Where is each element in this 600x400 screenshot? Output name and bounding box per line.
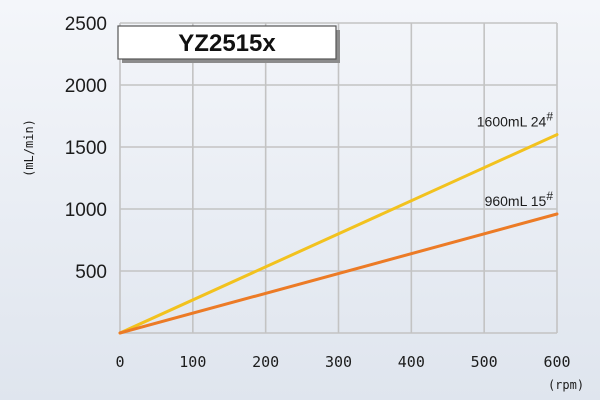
x-tick-label: 400 <box>398 353 425 371</box>
x-tick-label: 200 <box>252 353 279 371</box>
series-line <box>118 212 559 335</box>
series-label-text: 960mL 15 <box>485 193 547 209</box>
chart-title: YZ2515x <box>178 30 276 57</box>
x-tick-label: 100 <box>179 353 206 371</box>
y-tick-label: 2000 <box>65 76 107 97</box>
x-tick-label: 600 <box>543 353 570 371</box>
y-tick-label: 1500 <box>65 138 107 159</box>
y-tick-label: 1000 <box>65 200 107 221</box>
y-tick-label: 2500 <box>65 14 107 35</box>
series-label-text: 1600mL 24 <box>477 114 547 130</box>
series-label-superscript: # <box>546 110 553 124</box>
x-tick-label: 0 <box>115 353 124 371</box>
series-lines <box>118 133 559 335</box>
series-label-superscript: # <box>546 189 553 203</box>
series-label: 1600mL 24# <box>477 110 554 130</box>
y-axis-label: (mL/min) <box>22 119 36 177</box>
series-line <box>118 133 559 335</box>
title-box: YZ2515x <box>117 25 340 63</box>
y-tick-label: 500 <box>75 262 107 283</box>
grid <box>119 22 558 334</box>
x-tick-label: 300 <box>325 353 352 371</box>
x-tick-label: 500 <box>471 353 498 371</box>
series-label: 960mL 15# <box>485 189 554 209</box>
series-labels: 1600mL 24#960mL 15# <box>477 110 554 209</box>
x-axis-label: (rpm) <box>548 378 584 392</box>
axis-ticks: 0 100 200 300 400 500 600 500 1000 1500 2000 2500 <box>65 14 571 371</box>
